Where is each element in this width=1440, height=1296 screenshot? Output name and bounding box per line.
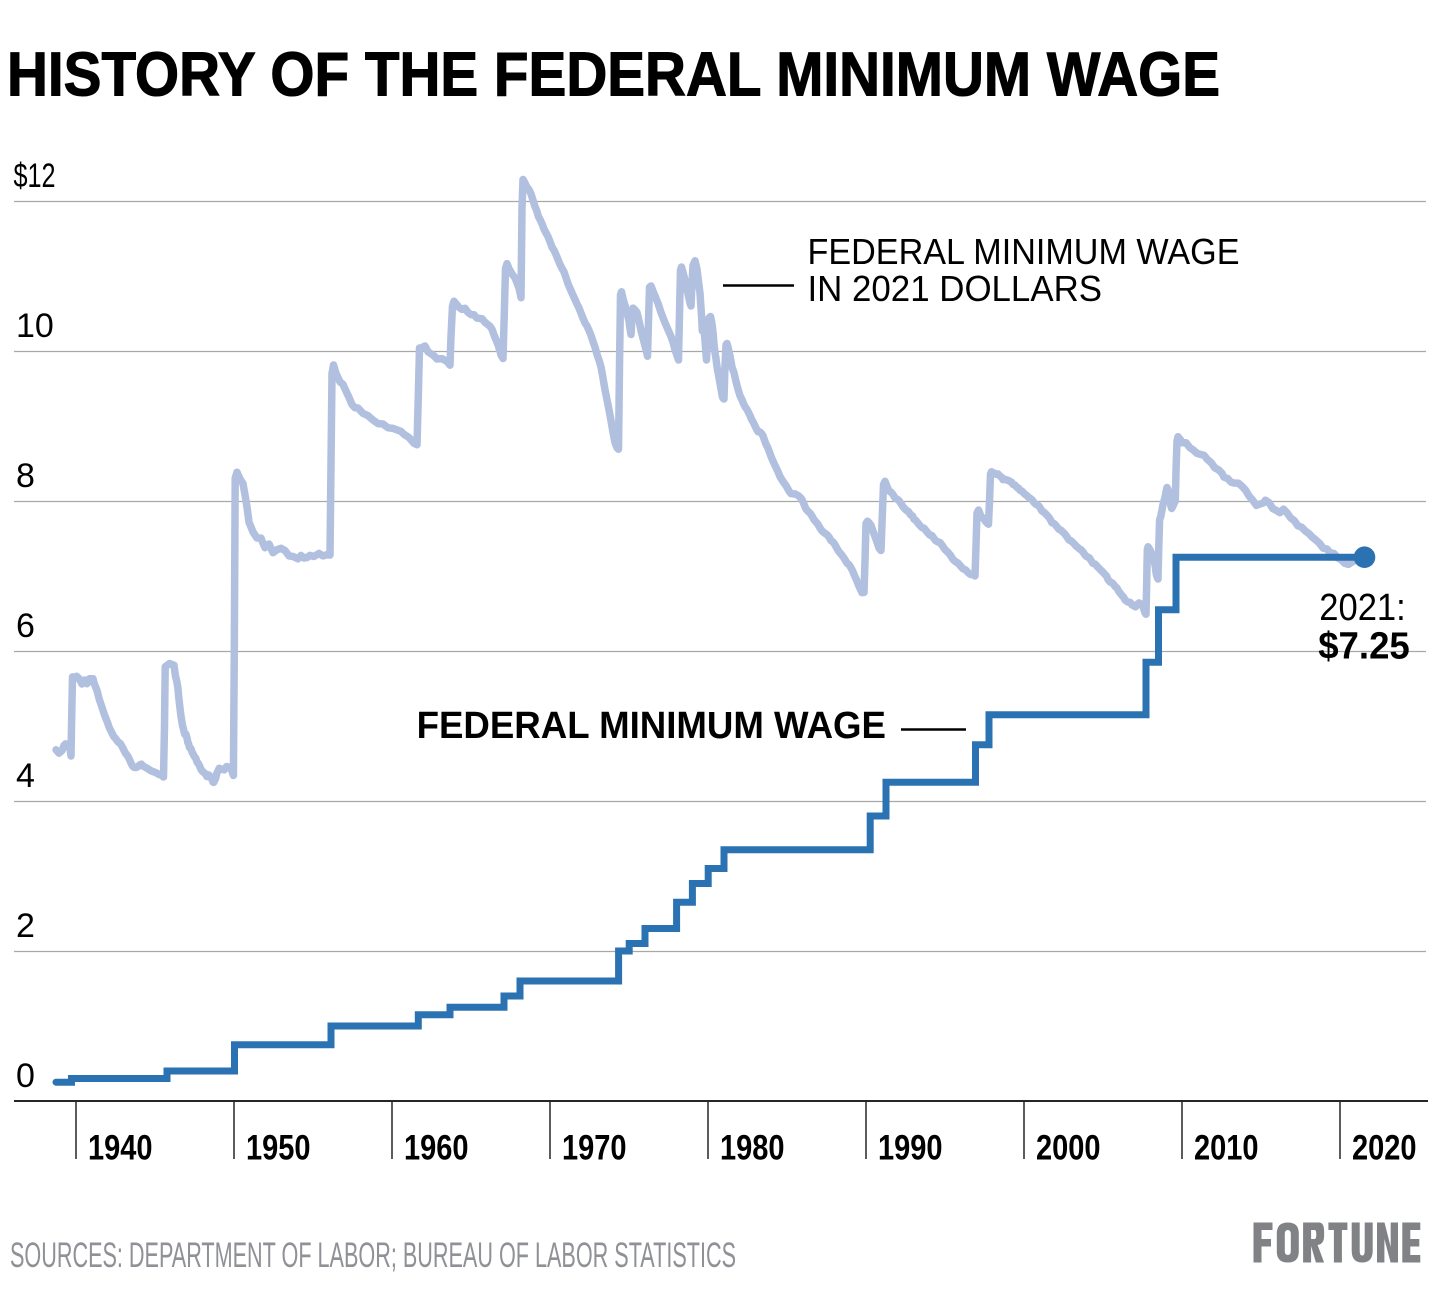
svg-text:FEDERAL MINIMUM WAGE: FEDERAL MINIMUM WAGE	[417, 705, 886, 747]
svg-text:8: 8	[16, 457, 35, 495]
svg-text:1990: 1990	[878, 1129, 943, 1168]
svg-text:1980: 1980	[720, 1129, 785, 1168]
svg-text:10: 10	[16, 307, 54, 345]
svg-text:4: 4	[16, 757, 35, 795]
svg-text:HISTORY OF THE FEDERAL MINIMUM: HISTORY OF THE FEDERAL MINIMUM WAGE	[7, 40, 1220, 109]
svg-text:FEDERAL MINIMUM WAGE: FEDERAL MINIMUM WAGE	[808, 231, 1240, 272]
svg-text:IN 2021 DOLLARS: IN 2021 DOLLARS	[808, 268, 1103, 309]
svg-text:0: 0	[16, 1057, 35, 1095]
svg-text:1950: 1950	[246, 1129, 311, 1168]
svg-text:SOURCES: DEPARTMENT OF LABOR;: SOURCES: DEPARTMENT OF LABOR; BUREAU OF …	[10, 1236, 736, 1275]
svg-text:$7.25: $7.25	[1318, 626, 1410, 668]
svg-text:1970: 1970	[562, 1129, 627, 1168]
svg-text:2020: 2020	[1352, 1129, 1417, 1168]
svg-text:6: 6	[16, 607, 35, 645]
svg-text:1960: 1960	[404, 1129, 469, 1168]
svg-text:2000: 2000	[1036, 1129, 1101, 1168]
svg-text:2021:: 2021:	[1319, 587, 1406, 629]
svg-text:2: 2	[16, 907, 35, 945]
svg-text:1940: 1940	[88, 1129, 153, 1168]
svg-text:2010: 2010	[1194, 1129, 1259, 1168]
svg-text:$12: $12	[14, 157, 56, 195]
